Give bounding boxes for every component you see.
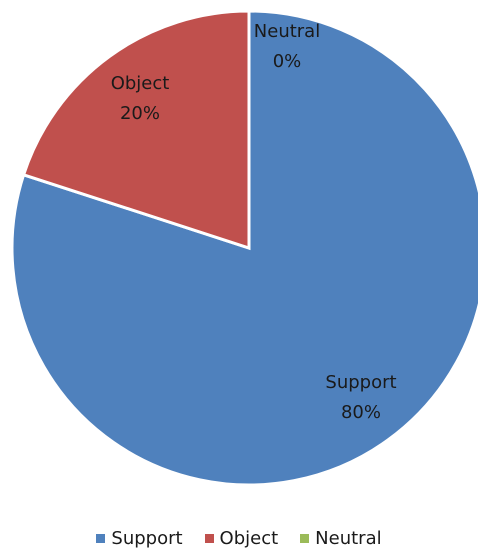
legend: Support Object Neutral: [0, 525, 478, 551]
legend-swatch-neutral: [300, 533, 310, 543]
legend-item-neutral: Neutral: [300, 527, 382, 549]
slice-label-value-neutral: 0%: [273, 51, 302, 72]
legend-label-support: Support: [111, 527, 183, 549]
pie-chart: Support 80% Object 20% Neutral 0%: [10, 9, 478, 487]
slice-label-category-neutral: Neutral: [254, 21, 320, 42]
legend-swatch-object: [204, 533, 214, 543]
slice-label-category-object: Object: [111, 73, 170, 94]
slice-label-category-support: Support: [325, 372, 396, 393]
legend-item-support: Support: [96, 527, 183, 549]
slice-label-value-object: 20%: [120, 103, 160, 124]
pie-slice-object: [21, 9, 251, 251]
legend-label-object: Object: [219, 527, 279, 549]
legend-label-neutral: Neutral: [315, 527, 382, 549]
legend-item-object: Object: [204, 527, 279, 549]
pie-slices: [10, 9, 478, 487]
slice-labels: Support 80% Object 20% Neutral 0%: [111, 21, 397, 423]
slice-label-value-support: 80%: [341, 402, 381, 423]
legend-swatch-support: [96, 533, 106, 543]
